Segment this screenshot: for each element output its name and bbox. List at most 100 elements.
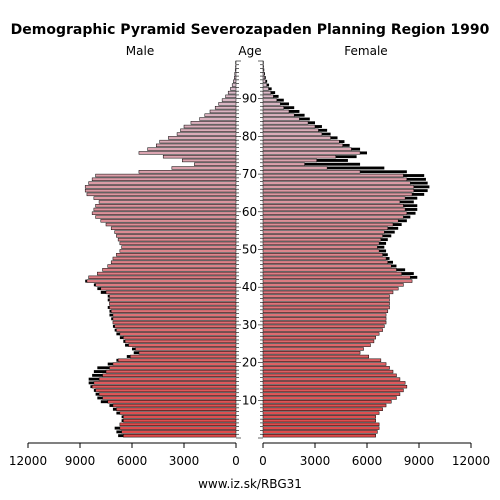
male-bar	[119, 332, 237, 336]
age-tick-label: 60	[242, 205, 257, 219]
female-bar	[262, 75, 265, 80]
female-bar	[262, 234, 383, 238]
female-bar	[262, 181, 411, 185]
female-bar	[262, 392, 401, 396]
female-bar	[262, 369, 394, 374]
male-bar	[235, 64, 237, 68]
male-bar	[194, 162, 237, 166]
male-bar	[110, 309, 237, 313]
male-excess-bar	[93, 283, 96, 287]
male-bar	[234, 68, 237, 72]
female-bar	[262, 373, 397, 378]
male-bar	[114, 324, 237, 329]
female-x-tick-label: 12000	[452, 454, 490, 468]
male-bar	[98, 392, 237, 396]
male-excess-bar	[97, 396, 103, 400]
male-bar	[102, 396, 237, 400]
male-bar	[105, 222, 237, 227]
female-bar	[262, 117, 300, 121]
female-excess-bar	[318, 128, 328, 132]
male-excess-bar	[114, 426, 120, 430]
female-bar	[262, 98, 278, 102]
female-excess-bar	[379, 241, 387, 245]
chart-title: Demographic Pyramid Severozapaden Planni…	[11, 22, 490, 38]
male-bar	[102, 373, 237, 378]
male-bar	[95, 388, 237, 393]
male-bar	[128, 343, 237, 347]
male-excess-bar	[107, 294, 110, 298]
female-bar	[262, 207, 406, 212]
female-bar	[262, 294, 390, 298]
male-excess-bar	[112, 324, 115, 328]
male-excess-bar	[93, 370, 106, 374]
female-bar	[262, 433, 376, 438]
male-bar	[107, 264, 237, 268]
male-excess-bar	[97, 287, 101, 291]
female-bar	[262, 245, 378, 249]
male-bar	[123, 335, 237, 340]
female-excess-bar	[387, 226, 399, 230]
female-bar	[262, 415, 376, 419]
male-bar	[91, 384, 237, 389]
male-bar	[109, 366, 237, 370]
male-bar	[107, 400, 237, 404]
female-bar	[262, 151, 361, 155]
male-bar	[95, 173, 237, 178]
age-tick-label: 40	[242, 280, 257, 294]
male-excess-bar	[109, 404, 113, 407]
female-excess-bar	[321, 132, 331, 136]
female-excess-bar	[280, 102, 289, 106]
male-excess-bar	[107, 362, 113, 366]
male-bar	[176, 132, 237, 136]
male-bar	[116, 407, 237, 411]
male-bar	[180, 128, 237, 132]
male-bar	[159, 139, 237, 144]
female-bar	[262, 354, 369, 359]
male-bar	[124, 339, 237, 344]
male-bar	[225, 94, 237, 99]
female-excess-bar	[316, 159, 348, 162]
male-bar	[109, 294, 237, 298]
male-bar	[156, 143, 237, 148]
female-bar	[262, 105, 285, 110]
female-excess-bar	[401, 272, 414, 275]
male-x-tick-label: 6000	[117, 454, 148, 468]
female-bar	[262, 211, 408, 215]
male-bar	[117, 358, 237, 362]
female-excess-bar	[410, 181, 428, 185]
female-excess-bar	[410, 275, 418, 279]
female-bar	[262, 143, 343, 148]
female-bar	[262, 256, 387, 261]
male-bar	[147, 147, 237, 151]
female-excess-bar	[406, 211, 416, 215]
male-excess-bar	[116, 332, 120, 336]
male-bar	[171, 166, 237, 170]
male-bar	[135, 347, 237, 351]
male-bar	[199, 117, 237, 121]
female-bar	[262, 121, 309, 125]
male-bar	[218, 102, 237, 106]
female-bar	[262, 388, 404, 393]
female-bar	[262, 313, 387, 317]
female-bar	[262, 324, 385, 329]
male-bar	[102, 268, 237, 272]
female-bar	[262, 275, 411, 280]
female-bar	[262, 166, 328, 170]
female-excess-bar	[294, 113, 305, 117]
male-excess-bar	[97, 366, 110, 370]
female-bar	[262, 271, 402, 276]
male-bar	[230, 87, 237, 91]
male-bar	[123, 433, 237, 438]
female-bar	[262, 411, 380, 415]
male-bar	[190, 121, 237, 125]
male-bar	[112, 362, 237, 366]
female-bar	[262, 343, 371, 347]
male-x-tick-label: 0	[232, 454, 240, 468]
female-excess-bar	[273, 94, 279, 98]
female-excess-bar	[276, 98, 284, 102]
female-bar	[262, 192, 413, 197]
female-bar	[262, 219, 399, 223]
female-excess-bar	[391, 264, 397, 268]
female-x-tick-label: 9000	[404, 454, 435, 468]
male-bar	[100, 219, 237, 223]
